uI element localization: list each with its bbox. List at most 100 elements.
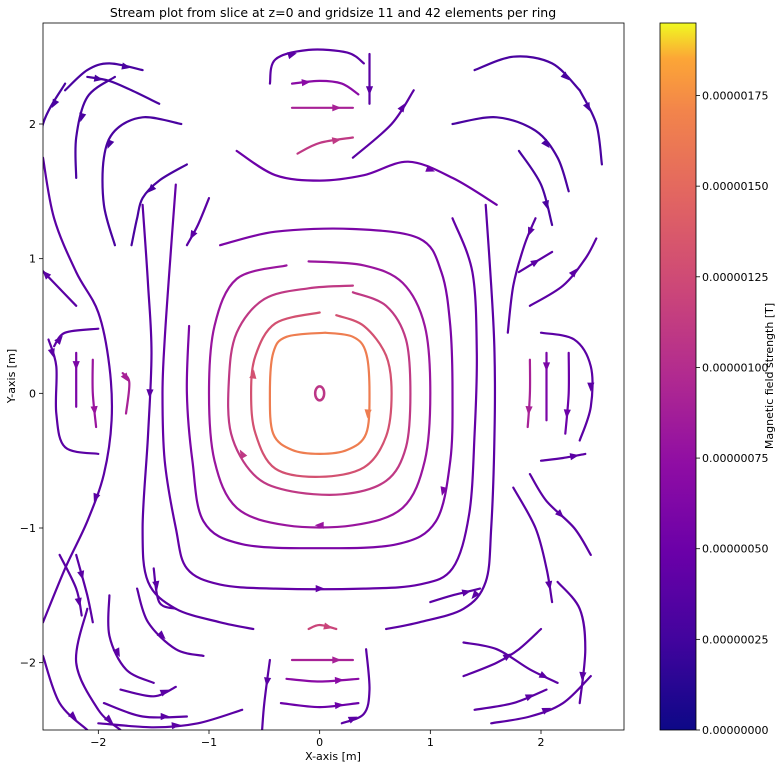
streamline-arrow-62 xyxy=(74,597,82,607)
streamline-arrow-37 xyxy=(93,74,104,82)
plot-frame xyxy=(42,22,625,731)
streamline-22 xyxy=(47,338,100,455)
streamline-arrow-20 xyxy=(90,405,98,416)
streamline-8 xyxy=(235,149,498,206)
streamline-arrow-15 xyxy=(332,656,342,664)
streamline-arrow-58 xyxy=(77,570,85,580)
streamline-arrow-38 xyxy=(43,270,52,280)
streamline-arrow-59 xyxy=(156,630,166,640)
y-tick-label: 2 xyxy=(29,118,36,131)
streamline-61 xyxy=(152,567,177,610)
streamline-arrow-53 xyxy=(541,707,552,715)
streamline-35 xyxy=(185,197,211,247)
streamline-62 xyxy=(58,553,83,617)
streamline-arrow-1 xyxy=(249,369,257,379)
streamline-41 xyxy=(517,149,554,227)
streamline-arrow-18 xyxy=(264,677,272,687)
streamline-55 xyxy=(43,654,89,730)
streamline-2 xyxy=(227,284,412,496)
streamline-7 xyxy=(385,203,497,631)
streamline-42 xyxy=(578,89,603,166)
streamline-arrow-25 xyxy=(525,405,533,416)
streamline-arrow-50 xyxy=(538,671,549,679)
streamline-60 xyxy=(119,685,177,698)
streamline-29 xyxy=(539,452,587,462)
colorbar-tick-label: 0.00000025 xyxy=(702,633,768,646)
streamline-arrow-14 xyxy=(323,622,333,630)
streamline-arrow-43 xyxy=(568,268,578,278)
streamline-arrow-30 xyxy=(93,492,101,503)
streamline-arrow-52 xyxy=(461,589,472,597)
streamline-arrow-0 xyxy=(364,409,372,419)
streamline-arrow-31 xyxy=(51,98,60,109)
x-axis-ticks: −2 −1 0 1 2 xyxy=(90,730,545,749)
streamline-arrow-3 xyxy=(314,521,324,529)
streamline-3 xyxy=(207,260,432,529)
streamline-arrow-28 xyxy=(587,382,595,392)
colorbar-tick-label: 0.00000000 xyxy=(702,724,768,737)
streamline-arrow-39 xyxy=(560,71,570,81)
colorbar-tick-label: 0.00000100 xyxy=(702,361,768,374)
streamline-arrow-13 xyxy=(365,86,374,96)
streamline-arrow-29 xyxy=(569,453,580,461)
chart-title: Stream plot from slice at z=0 and gridsi… xyxy=(110,5,556,20)
streamline-17 xyxy=(279,702,360,709)
streamline-31 xyxy=(43,82,67,129)
streamline-arrow-60 xyxy=(159,689,170,697)
streamlines-group xyxy=(43,48,603,730)
streamline-arrow-34 xyxy=(147,183,157,193)
streamline-58 xyxy=(75,553,94,624)
x-tick-label: 2 xyxy=(538,736,545,749)
streamline-28 xyxy=(539,331,594,442)
streamline-24 xyxy=(53,327,100,348)
colorbar xyxy=(659,22,697,731)
streamline-59 xyxy=(136,587,205,657)
streamline-arrow-10 xyxy=(332,104,342,112)
streamline-arrow-45 xyxy=(528,226,535,237)
streamline-arrow-49 xyxy=(579,671,587,682)
streamline-arrow-24 xyxy=(54,335,63,345)
colorbar-tick-label: 0.00000050 xyxy=(702,543,768,556)
streamline-arrow-16 xyxy=(334,676,344,685)
streamline-arrow-35 xyxy=(189,229,198,240)
streamline-arrow-57 xyxy=(112,647,120,658)
central-loop-marker xyxy=(313,385,326,402)
streamline-arrow-63 xyxy=(160,712,170,721)
colorbar-ticks: 0.00000000 0.00000025 0.00000050 0.00000075… xyxy=(696,90,768,737)
streamline-arrow-40 xyxy=(541,138,550,149)
streamline-12 xyxy=(268,48,365,85)
streamline-25 xyxy=(526,358,532,429)
x-tick-label: −2 xyxy=(90,736,106,749)
streamline-arrow-2 xyxy=(239,449,248,460)
streamline-arrow-7 xyxy=(471,589,480,600)
streamline-arrow-44 xyxy=(530,259,540,268)
colorbar-tick-label: 0.00000075 xyxy=(702,452,768,465)
streamline-54 xyxy=(473,688,548,711)
streamline-arrow-36 xyxy=(121,62,131,70)
streamline-arrow-33 xyxy=(107,139,115,149)
streamline-arrow-32 xyxy=(79,112,87,123)
streamline-30 xyxy=(43,156,114,624)
y-tick-label: −1 xyxy=(20,522,36,535)
streamline-27 xyxy=(564,351,571,435)
streamline-arrow-51 xyxy=(502,653,513,662)
y-axis-label: Y-axis [m] xyxy=(5,349,18,404)
streamline-38 xyxy=(43,269,78,307)
streamline-1 xyxy=(250,311,393,478)
streamline-arrow-41 xyxy=(541,199,549,210)
streamline-14 xyxy=(307,623,338,631)
streamline-arrow-54 xyxy=(524,694,535,702)
streamline-arrow-8 xyxy=(425,165,435,172)
x-tick-label: 0 xyxy=(316,736,323,749)
streamline-5 xyxy=(161,183,478,591)
plot-area xyxy=(43,23,624,730)
streamline-arrow-64 xyxy=(171,722,181,730)
streamline-arrow-22 xyxy=(47,348,55,358)
y-tick-label: 0 xyxy=(29,387,36,400)
streamline-arrow-42 xyxy=(583,102,591,112)
streamline-arrow-56 xyxy=(104,714,114,724)
streamline-63 xyxy=(102,702,188,719)
streamline-arrow-55 xyxy=(68,711,77,720)
